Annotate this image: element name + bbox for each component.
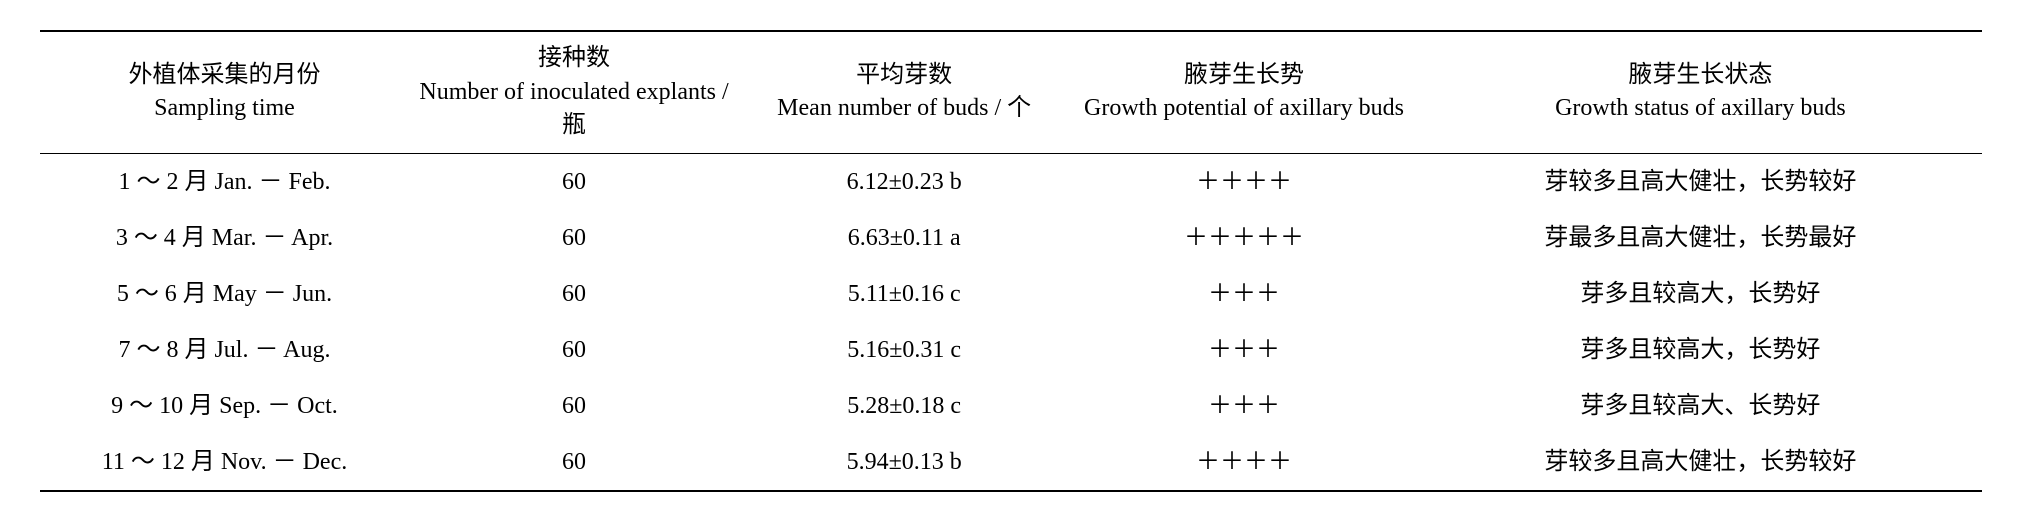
cell-sampling: 9 ～ 10 月 Sep. － Oct. — [40, 378, 409, 434]
cell-mean: 5.11±0.16 c — [739, 266, 1069, 322]
cell-number: 60 — [409, 434, 739, 491]
cell-number: 60 — [409, 210, 739, 266]
cell-status: 芽最多且高大健壮，长势最好 — [1419, 210, 1982, 266]
cell-status: 芽较多且高大健壮，长势较好 — [1419, 434, 1982, 491]
col-header-cn: 平均芽数 — [856, 62, 952, 88]
col-header-cn: 接种数 — [538, 45, 610, 71]
cell-potential: ＋＋＋＋ — [1069, 153, 1419, 210]
data-table: 外植体采集的月份 Sampling time 接种数 Number of ino… — [40, 30, 1982, 492]
cell-sampling: 5 ～ 6 月 May － Jun. — [40, 266, 409, 322]
cell-potential: ＋＋＋＋ — [1069, 434, 1419, 491]
cell-mean: 5.28±0.18 c — [739, 378, 1069, 434]
col-header-cn: 腋芽生长势 — [1184, 62, 1304, 88]
cell-status: 芽多且较高大，长势好 — [1419, 266, 1982, 322]
col-header-number: 接种数 Number of inoculated explants / 瓶 — [409, 31, 739, 153]
table-row: 3 ～ 4 月 Mar. － Apr. 60 6.63±0.11 a ＋＋＋＋＋… — [40, 210, 1982, 266]
col-header-en: Growth potential of axillary buds — [1084, 95, 1404, 121]
table-header-row: 外植体采集的月份 Sampling time 接种数 Number of ino… — [40, 31, 1982, 153]
cell-number: 60 — [409, 266, 739, 322]
col-header-cn: 腋芽生长状态 — [1628, 62, 1772, 88]
col-header-en: Sampling time — [154, 95, 295, 121]
table-row: 7 ～ 8 月 Jul. － Aug. 60 5.16±0.31 c ＋＋＋ 芽… — [40, 322, 1982, 378]
cell-mean: 6.12±0.23 b — [739, 153, 1069, 210]
cell-sampling: 3 ～ 4 月 Mar. － Apr. — [40, 210, 409, 266]
cell-potential: ＋＋＋ — [1069, 378, 1419, 434]
cell-status: 芽多且较高大、长势好 — [1419, 378, 1982, 434]
table-row: 9 ～ 10 月 Sep. － Oct. 60 5.28±0.18 c ＋＋＋ … — [40, 378, 1982, 434]
cell-status: 芽多且较高大，长势好 — [1419, 322, 1982, 378]
cell-number: 60 — [409, 378, 739, 434]
cell-mean: 5.16±0.31 c — [739, 322, 1069, 378]
col-header-sampling: 外植体采集的月份 Sampling time — [40, 31, 409, 153]
cell-mean: 6.63±0.11 a — [739, 210, 1069, 266]
col-header-en: Number of inoculated explants / 瓶 — [419, 79, 728, 139]
cell-sampling: 7 ～ 8 月 Jul. － Aug. — [40, 322, 409, 378]
table-row: 11 ～ 12 月 Nov. － Dec. 60 5.94±0.13 b ＋＋＋… — [40, 434, 1982, 491]
cell-potential: ＋＋＋ — [1069, 322, 1419, 378]
cell-sampling: 1 ～ 2 月 Jan. － Feb. — [40, 153, 409, 210]
col-header-en: Mean number of buds / 个 — [777, 95, 1031, 121]
col-header-status: 腋芽生长状态 Growth status of axillary buds — [1419, 31, 1982, 153]
table-row: 5 ～ 6 月 May － Jun. 60 5.11±0.16 c ＋＋＋ 芽多… — [40, 266, 1982, 322]
cell-potential: ＋＋＋＋＋ — [1069, 210, 1419, 266]
cell-number: 60 — [409, 322, 739, 378]
table-row: 1 ～ 2 月 Jan. － Feb. 60 6.12±0.23 b ＋＋＋＋ … — [40, 153, 1982, 210]
col-header-cn: 外植体采集的月份 — [128, 62, 320, 88]
cell-number: 60 — [409, 153, 739, 210]
cell-sampling: 11 ～ 12 月 Nov. － Dec. — [40, 434, 409, 491]
cell-status: 芽较多且高大健壮，长势较好 — [1419, 153, 1982, 210]
col-header-mean: 平均芽数 Mean number of buds / 个 — [739, 31, 1069, 153]
cell-mean: 5.94±0.13 b — [739, 434, 1069, 491]
cell-potential: ＋＋＋ — [1069, 266, 1419, 322]
col-header-en: Growth status of axillary buds — [1555, 95, 1846, 121]
col-header-potential: 腋芽生长势 Growth potential of axillary buds — [1069, 31, 1419, 153]
